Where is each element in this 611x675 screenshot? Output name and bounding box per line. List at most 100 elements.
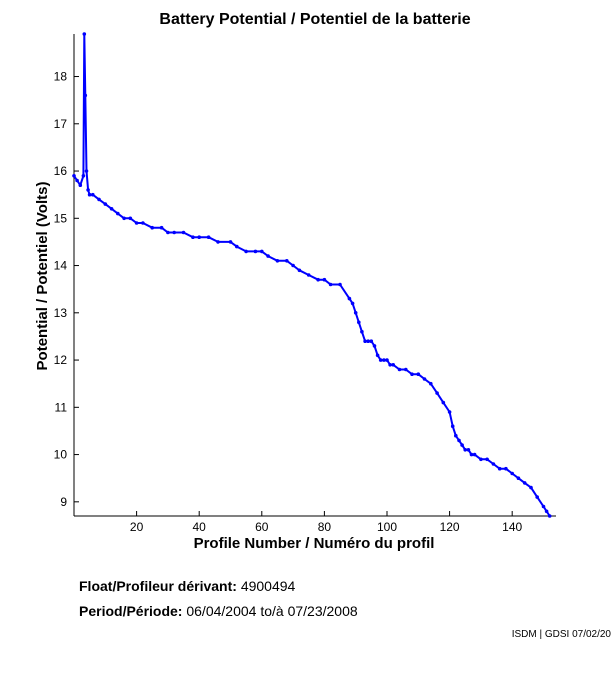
data-point bbox=[397, 367, 402, 372]
data-point bbox=[75, 178, 79, 183]
data-point bbox=[82, 32, 87, 36]
data-point bbox=[97, 197, 101, 202]
data-point bbox=[457, 438, 461, 443]
data-point bbox=[81, 174, 86, 178]
series-group bbox=[72, 32, 552, 518]
footer-credit: ISDM | GDSI 07/02/20 bbox=[511, 629, 611, 640]
data-point bbox=[181, 230, 186, 235]
data-point bbox=[469, 452, 474, 457]
data-point bbox=[84, 169, 89, 173]
data-point bbox=[306, 273, 311, 277]
data-point bbox=[404, 367, 408, 372]
data-point bbox=[353, 311, 358, 315]
data-point bbox=[463, 448, 468, 452]
data-point bbox=[479, 457, 483, 462]
data-point bbox=[235, 244, 239, 249]
data-point bbox=[72, 174, 76, 178]
float-value: 4900494 bbox=[240, 578, 296, 594]
y-tick-label: 17 bbox=[54, 117, 68, 131]
data-point bbox=[485, 457, 489, 462]
data-point bbox=[491, 462, 496, 466]
y-tick-label: 10 bbox=[54, 448, 68, 462]
data-point bbox=[378, 358, 383, 362]
data-point bbox=[472, 452, 477, 457]
data-point bbox=[285, 259, 289, 263]
data-point bbox=[466, 448, 471, 452]
data-point bbox=[535, 495, 539, 499]
data-point bbox=[260, 249, 264, 254]
data-point bbox=[191, 235, 195, 239]
data-point bbox=[382, 358, 386, 362]
data-point bbox=[275, 259, 280, 263]
data-point bbox=[150, 225, 154, 230]
data-point bbox=[363, 339, 367, 344]
data-point bbox=[291, 263, 295, 268]
y-tick-label: 13 bbox=[54, 306, 68, 320]
data-point bbox=[454, 433, 458, 438]
data-point bbox=[350, 301, 355, 306]
data-point bbox=[447, 410, 452, 414]
battery-potential-chart: Battery Potential / Potentiel de la batt… bbox=[34, 11, 556, 552]
data-point bbox=[375, 353, 380, 358]
data-point bbox=[297, 268, 302, 273]
data-point bbox=[253, 249, 258, 254]
x-axis-label: Profile Number / Numéro du profil bbox=[194, 535, 435, 552]
data-point bbox=[450, 424, 455, 429]
data-point bbox=[159, 225, 164, 230]
period-info: Period/Période: 06/04/2004 to/à 07/23/20… bbox=[79, 603, 358, 619]
data-point bbox=[328, 282, 333, 287]
data-point bbox=[216, 240, 220, 244]
y-tick-label: 12 bbox=[54, 353, 68, 367]
data-point bbox=[338, 282, 342, 287]
data-point bbox=[91, 192, 95, 197]
data-point bbox=[416, 372, 421, 377]
data-point bbox=[522, 481, 527, 485]
float-label: Float/Profileur dérivant: bbox=[79, 578, 237, 594]
float-info: Float/Profileur dérivant: 4900494 bbox=[79, 578, 295, 594]
y-tick-label: 14 bbox=[54, 259, 68, 273]
data-point bbox=[391, 363, 396, 367]
data-point bbox=[141, 221, 145, 225]
data-point bbox=[385, 358, 389, 362]
axes-group: 20 40 60 80 100 120 140 9 10 11 12 13 14 15 16 17 18 bbox=[54, 34, 556, 534]
y-tick-label: 9 bbox=[60, 495, 67, 509]
data-point bbox=[441, 400, 446, 405]
data-point bbox=[410, 372, 414, 377]
data-point bbox=[266, 254, 270, 258]
period-sep: to/à bbox=[260, 603, 284, 619]
data-point bbox=[86, 188, 90, 192]
period-label: Period/Période: bbox=[79, 603, 183, 619]
data-point bbox=[547, 514, 552, 518]
y-axis-label: Potential / Potentiel (Volts) bbox=[34, 182, 51, 371]
data-point bbox=[228, 240, 233, 244]
x-tick-label: 140 bbox=[502, 520, 522, 534]
data-point bbox=[122, 216, 126, 221]
y-tick-label: 16 bbox=[54, 164, 68, 178]
data-point bbox=[357, 320, 361, 325]
data-point bbox=[388, 363, 392, 367]
x-tick-label: 120 bbox=[440, 520, 460, 534]
data-point bbox=[244, 249, 248, 254]
y-tick-label: 18 bbox=[54, 70, 68, 84]
chart-title: Battery Potential / Potentiel de la batt… bbox=[159, 11, 470, 28]
data-point bbox=[78, 183, 83, 187]
data-point bbox=[109, 207, 114, 211]
data-point bbox=[103, 202, 108, 206]
data-point bbox=[206, 235, 211, 239]
data-point bbox=[497, 466, 502, 471]
data-point bbox=[316, 277, 320, 282]
series-line bbox=[73, 33, 551, 517]
data-point bbox=[429, 381, 433, 386]
data-point bbox=[197, 235, 201, 239]
data-point bbox=[83, 93, 88, 98]
data-point bbox=[544, 509, 549, 514]
x-tick-label: 40 bbox=[193, 520, 207, 534]
data-point bbox=[134, 221, 139, 225]
data-point bbox=[516, 476, 521, 481]
x-tick-label: 80 bbox=[318, 520, 332, 534]
data-point bbox=[366, 339, 371, 344]
data-point bbox=[322, 277, 327, 282]
x-tick-label: 20 bbox=[130, 520, 144, 534]
y-tick-label: 11 bbox=[55, 400, 68, 414]
data-point bbox=[422, 377, 427, 381]
